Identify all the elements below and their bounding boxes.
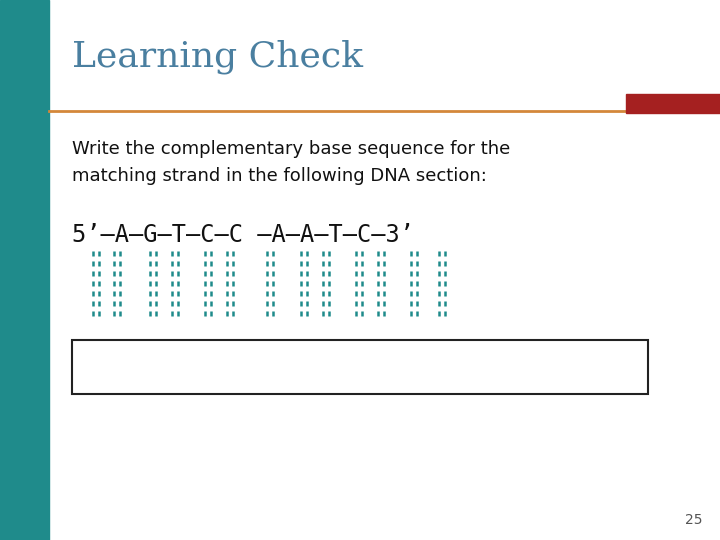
Text: 5’—A—G—T—C—C —A—A—T—C—3’: 5’—A—G—T—C—C —A—A—T—C—3’: [72, 223, 414, 247]
Text: 25: 25: [685, 512, 702, 526]
Text: Write the complementary base sequence for the
matching strand in the following D: Write the complementary base sequence fo…: [72, 140, 510, 185]
Bar: [626, 94, 720, 113]
Bar: [0, 0, 49, 540]
Text: Learning Check: Learning Check: [72, 39, 363, 74]
Bar: [72, 340, 648, 394]
